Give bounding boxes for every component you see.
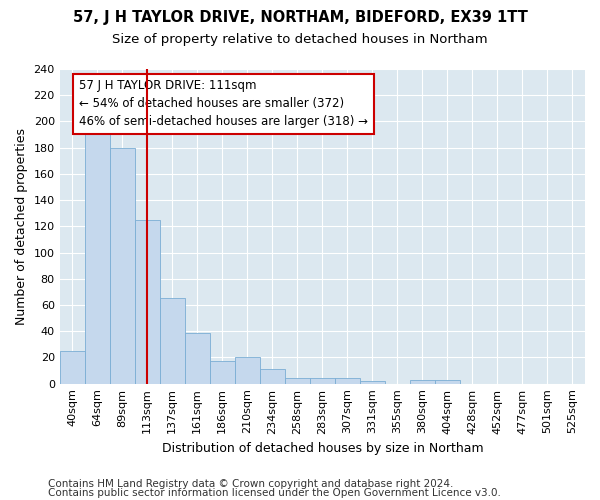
Bar <box>435 380 460 384</box>
Bar <box>185 332 210 384</box>
Text: Contains public sector information licensed under the Open Government Licence v3: Contains public sector information licen… <box>48 488 501 498</box>
Bar <box>59 351 85 384</box>
Bar <box>160 298 185 384</box>
Y-axis label: Number of detached properties: Number of detached properties <box>15 128 28 325</box>
Text: Contains HM Land Registry data © Crown copyright and database right 2024.: Contains HM Land Registry data © Crown c… <box>48 479 454 489</box>
Bar <box>335 378 360 384</box>
Text: 57, J H TAYLOR DRIVE, NORTHAM, BIDEFORD, EX39 1TT: 57, J H TAYLOR DRIVE, NORTHAM, BIDEFORD,… <box>73 10 527 25</box>
Bar <box>260 370 285 384</box>
Text: Size of property relative to detached houses in Northam: Size of property relative to detached ho… <box>112 32 488 46</box>
Bar <box>135 220 160 384</box>
Bar <box>110 148 135 384</box>
Bar <box>360 381 385 384</box>
Bar <box>235 358 260 384</box>
Bar <box>285 378 310 384</box>
X-axis label: Distribution of detached houses by size in Northam: Distribution of detached houses by size … <box>161 442 483 455</box>
Text: 57 J H TAYLOR DRIVE: 111sqm
← 54% of detached houses are smaller (372)
46% of se: 57 J H TAYLOR DRIVE: 111sqm ← 54% of det… <box>79 80 368 128</box>
Bar <box>85 130 110 384</box>
Bar <box>410 380 435 384</box>
Bar <box>210 362 235 384</box>
Bar <box>310 378 335 384</box>
